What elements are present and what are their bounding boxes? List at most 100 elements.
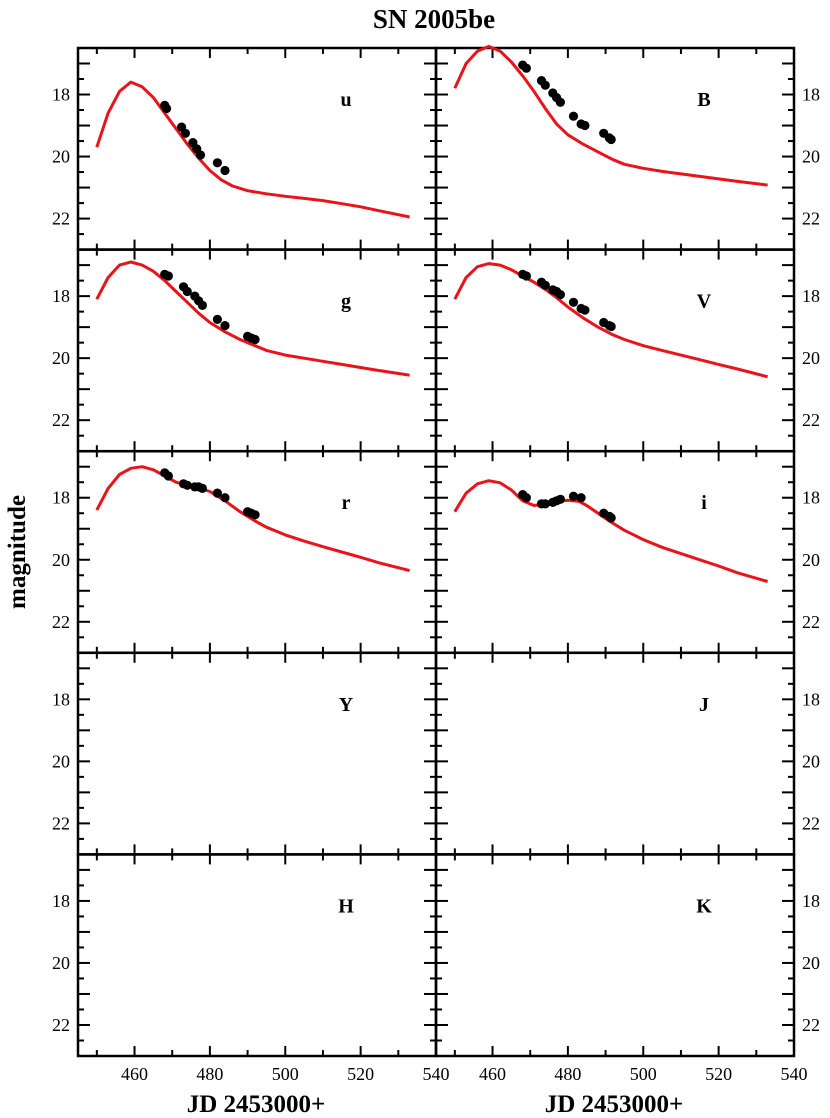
data-point-B <box>540 80 550 90</box>
y-tick-label: 22 <box>52 612 70 632</box>
data-point-g <box>163 271 173 281</box>
data-point-V <box>540 280 550 290</box>
data-point-i <box>521 493 532 503</box>
x-tick-label: 540 <box>423 1064 450 1084</box>
y-tick-label: 20 <box>802 147 820 167</box>
y-tick-label: 20 <box>52 953 70 973</box>
panel-B: 18 20 22 B <box>434 44 820 251</box>
data-point-u <box>180 128 190 138</box>
panel-g: 18 20 22 g <box>52 248 438 453</box>
x-tick-label: 500 <box>630 1064 657 1084</box>
data-point-i <box>540 499 550 509</box>
data-point-r <box>197 483 207 493</box>
x-axis-label-right: JD 2453000+ <box>545 1091 684 1118</box>
y-tick-label: 22 <box>802 410 820 430</box>
data-point-u <box>220 165 230 176</box>
y-axis-label: magnitude <box>4 495 31 609</box>
y-tick-label: 22 <box>802 813 820 833</box>
panel-H: 18 20 22 460 480 500 520 540 H <box>52 853 450 1084</box>
data-point-i <box>555 494 566 504</box>
data-point-u <box>212 158 222 168</box>
y-tick-label: 20 <box>52 348 70 368</box>
panel-grid: 18 20 22 u 18 20 22 B 18 20 22 g 18 20 22 V 18 20 22 r 18 20 2… <box>52 44 820 1084</box>
panel-u: 18 20 22 u <box>52 46 438 251</box>
y-tick-label: 22 <box>802 1015 820 1035</box>
panel-frame <box>76 248 438 453</box>
data-point-g <box>197 300 207 310</box>
band-label-K: K <box>696 895 712 917</box>
y-tick-label: 20 <box>802 550 820 570</box>
data-point-B <box>555 97 566 107</box>
y-tick-label: 18 <box>52 286 70 306</box>
band-label-u: u <box>340 89 351 111</box>
model-curve-B <box>453 44 768 187</box>
y-tick-label: 22 <box>52 813 70 833</box>
model-curve-V <box>453 262 768 379</box>
data-point-V <box>580 305 590 315</box>
data-point-u <box>162 103 172 114</box>
panel-frame <box>76 46 438 251</box>
chart-title: SN 2005be <box>373 4 495 34</box>
model-curve-u <box>95 80 410 219</box>
x-tick-label: 460 <box>121 1064 148 1084</box>
panel-frame <box>434 46 796 251</box>
x-tick-label: 520 <box>347 1064 374 1084</box>
band-label-B: B <box>697 89 710 111</box>
y-tick-label: 20 <box>52 751 70 771</box>
panel-frame <box>76 853 438 1058</box>
data-point-r <box>212 488 222 498</box>
panel-i: 18 20 22 i <box>434 449 820 655</box>
x-tick-label: 500 <box>272 1064 299 1084</box>
panel-J: 18 20 22 J <box>434 651 820 856</box>
data-point-B <box>606 134 616 145</box>
x-tick-label: 540 <box>781 1064 808 1084</box>
data-point-g <box>182 286 192 297</box>
y-tick-label: 20 <box>52 550 70 570</box>
y-tick-label: 18 <box>52 891 70 911</box>
x-tick-label: 480 <box>196 1064 223 1084</box>
panel-Y: 18 20 22 Y <box>52 651 438 856</box>
y-tick-label: 22 <box>802 612 820 632</box>
x-tick-label: 520 <box>705 1064 732 1084</box>
data-point-B <box>521 63 532 73</box>
panel-V: 18 20 22 V <box>434 248 820 453</box>
band-label-g: g <box>341 291 351 313</box>
y-tick-label: 22 <box>52 1015 70 1035</box>
y-tick-label: 18 <box>802 85 820 105</box>
y-tick-label: 18 <box>802 286 820 306</box>
panel-r: 18 20 22 r <box>52 449 438 655</box>
y-tick-label: 20 <box>802 953 820 973</box>
data-point-V <box>606 321 616 332</box>
band-label-V: V <box>697 291 712 313</box>
data-point-u <box>195 150 206 160</box>
panel-K: 18 20 22 460 480 500 520 540 K <box>434 853 820 1084</box>
data-point-g <box>220 321 230 331</box>
band-label-J: J <box>699 694 709 716</box>
y-tick-label: 18 <box>802 488 820 508</box>
data-point-i <box>568 491 579 501</box>
data-point-i <box>576 493 586 503</box>
panel-frame <box>434 248 796 453</box>
x-axis-label-left: JD 2453000+ <box>187 1091 326 1118</box>
y-tick-label: 22 <box>802 209 820 229</box>
y-tick-label: 18 <box>802 689 820 709</box>
y-tick-label: 20 <box>52 147 70 167</box>
model-curve-g <box>95 260 410 377</box>
data-point-g <box>250 334 260 345</box>
model-curve-i <box>453 479 769 583</box>
panel-frame <box>434 651 796 856</box>
band-label-Y: Y <box>339 694 354 716</box>
data-point-r <box>182 480 192 490</box>
data-point-V <box>568 297 579 307</box>
data-point-r <box>250 510 260 520</box>
panel-frame <box>434 853 796 1058</box>
y-tick-label: 18 <box>802 891 820 911</box>
data-point-r <box>220 493 230 503</box>
band-label-H: H <box>338 895 354 917</box>
y-tick-label: 18 <box>52 488 70 508</box>
data-point-g <box>212 314 222 324</box>
y-tick-label: 20 <box>802 751 820 771</box>
panel-frame <box>76 449 438 655</box>
panel-frame <box>76 651 438 856</box>
